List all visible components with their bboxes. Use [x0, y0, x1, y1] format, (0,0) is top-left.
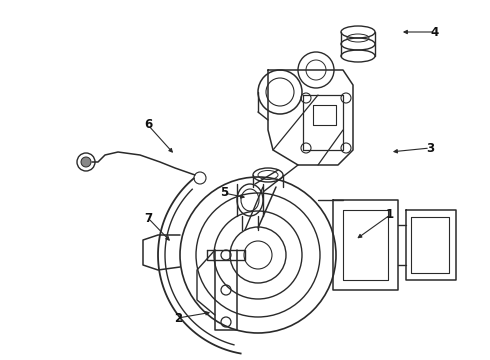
Text: 7: 7 — [144, 211, 152, 225]
Text: 2: 2 — [174, 311, 182, 324]
Circle shape — [81, 157, 91, 167]
Text: 1: 1 — [386, 208, 394, 221]
Text: 4: 4 — [431, 26, 439, 39]
Text: 5: 5 — [220, 186, 228, 199]
Text: 3: 3 — [426, 141, 434, 154]
Text: 6: 6 — [144, 118, 152, 131]
